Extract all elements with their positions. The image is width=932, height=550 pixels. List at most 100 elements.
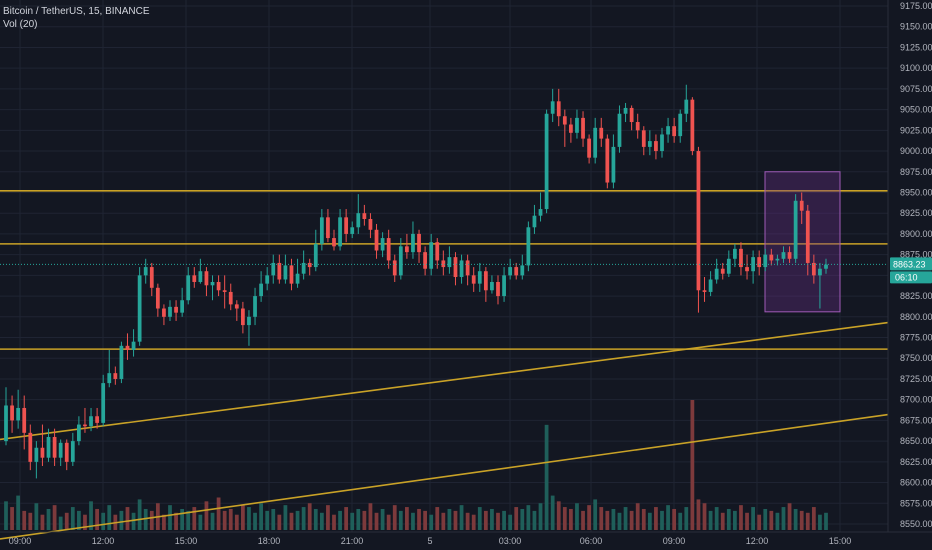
volume-bar <box>392 505 397 530</box>
candle-body <box>805 210 810 263</box>
candle-body <box>253 296 257 317</box>
volume-bar <box>125 507 130 530</box>
volume-bar <box>751 507 755 530</box>
volume-bar <box>405 507 409 530</box>
candle-body <box>441 260 446 268</box>
volume-bar <box>787 503 792 530</box>
candles <box>4 84 828 479</box>
volume-bar <box>70 507 75 530</box>
volume-bar <box>46 508 51 530</box>
trendline[interactable] <box>0 413 889 540</box>
candle-body <box>241 308 245 326</box>
volume-bar <box>733 510 737 530</box>
candle-body <box>107 373 112 384</box>
candle-body <box>174 306 178 313</box>
volume-bar <box>514 507 519 530</box>
candle-body <box>234 304 239 309</box>
volume-bar <box>538 503 543 530</box>
candle-body <box>423 252 427 269</box>
candle-body <box>787 252 792 259</box>
candle-body <box>380 238 385 251</box>
candle-body <box>605 138 610 183</box>
volume-bar <box>435 507 440 530</box>
price-tick-label: 8650.00 <box>900 436 932 446</box>
candle-body <box>411 233 415 253</box>
candle-body <box>313 243 318 268</box>
candle-body <box>562 116 567 125</box>
volume-bar <box>599 507 604 530</box>
volume-bar <box>271 508 276 530</box>
price-tick-label: 8775.00 <box>900 333 932 343</box>
volume-bar <box>690 400 695 530</box>
candle-body <box>386 238 391 261</box>
last-price-box <box>890 257 932 271</box>
volume-bar <box>350 512 355 530</box>
volume-bar <box>301 507 306 530</box>
volume-bar <box>441 512 446 530</box>
candle-body <box>192 275 197 282</box>
candle-body <box>781 252 786 259</box>
candle-body <box>271 262 276 276</box>
price-tick-label: 8800.00 <box>900 312 932 322</box>
time-tick-label: 15:00 <box>175 536 198 546</box>
candle-body <box>344 217 349 234</box>
candle-body <box>259 283 263 297</box>
candle-body <box>459 260 464 278</box>
candle-body <box>70 441 75 462</box>
volume-bar <box>180 508 185 530</box>
volume-bar <box>666 505 670 530</box>
volume-bar <box>805 512 810 530</box>
candle-body <box>289 265 294 284</box>
candle-body <box>10 405 14 421</box>
drawing-levels[interactable] <box>0 171 889 540</box>
price-tick-label: 8675.00 <box>900 415 932 425</box>
price-tick-label: 8825.00 <box>900 291 932 301</box>
candle-body <box>350 227 355 234</box>
highlight-rectangle[interactable] <box>764 171 841 313</box>
price-tick-label: 8950.00 <box>900 187 932 197</box>
volume-bar <box>678 512 683 530</box>
candle-body <box>368 219 373 230</box>
volume-bar <box>520 508 525 530</box>
price-tick-label: 9025.00 <box>900 125 932 135</box>
candle-body <box>319 217 324 244</box>
last-price-value: 8863.23 <box>893 259 926 269</box>
candle-body <box>137 275 142 342</box>
volume-bar <box>550 495 555 530</box>
candle-body <box>295 273 300 284</box>
candle-body <box>635 122 640 131</box>
symbol-title: Bitcoin / TetherUS, 15, BINANCE <box>3 6 150 17</box>
candle-body <box>447 257 452 268</box>
volume-bar <box>769 510 774 530</box>
volume-bar <box>702 503 707 530</box>
candle-body <box>398 246 403 276</box>
candle-body <box>277 262 282 280</box>
candle-body <box>611 146 616 183</box>
candle-body <box>307 262 312 268</box>
volume-bar <box>210 512 215 530</box>
candle-body <box>641 130 646 147</box>
candle-body <box>702 290 707 292</box>
candle-body <box>593 127 598 158</box>
candle-body <box>726 258 731 274</box>
volume-bar <box>241 505 245 530</box>
candle-body <box>714 268 719 280</box>
time-tick-label: 15:00 <box>829 536 852 546</box>
volume-bar <box>714 507 719 530</box>
volume-bar <box>593 499 598 530</box>
last-price-tag: 8863.23 06:10 <box>0 257 932 284</box>
time-tick-label: 12:00 <box>746 536 769 546</box>
volume-bar <box>107 505 112 530</box>
volume-bar <box>660 510 664 530</box>
volume-bar <box>362 510 367 530</box>
volume-bar <box>101 512 106 530</box>
trendline[interactable] <box>0 321 889 441</box>
volume-bar <box>247 507 251 530</box>
volume-bar <box>447 508 452 530</box>
candle-body <box>708 279 713 292</box>
candle-body <box>4 405 8 442</box>
candle-body <box>629 107 634 123</box>
candle-body <box>89 416 93 427</box>
volume-bar <box>587 505 591 530</box>
